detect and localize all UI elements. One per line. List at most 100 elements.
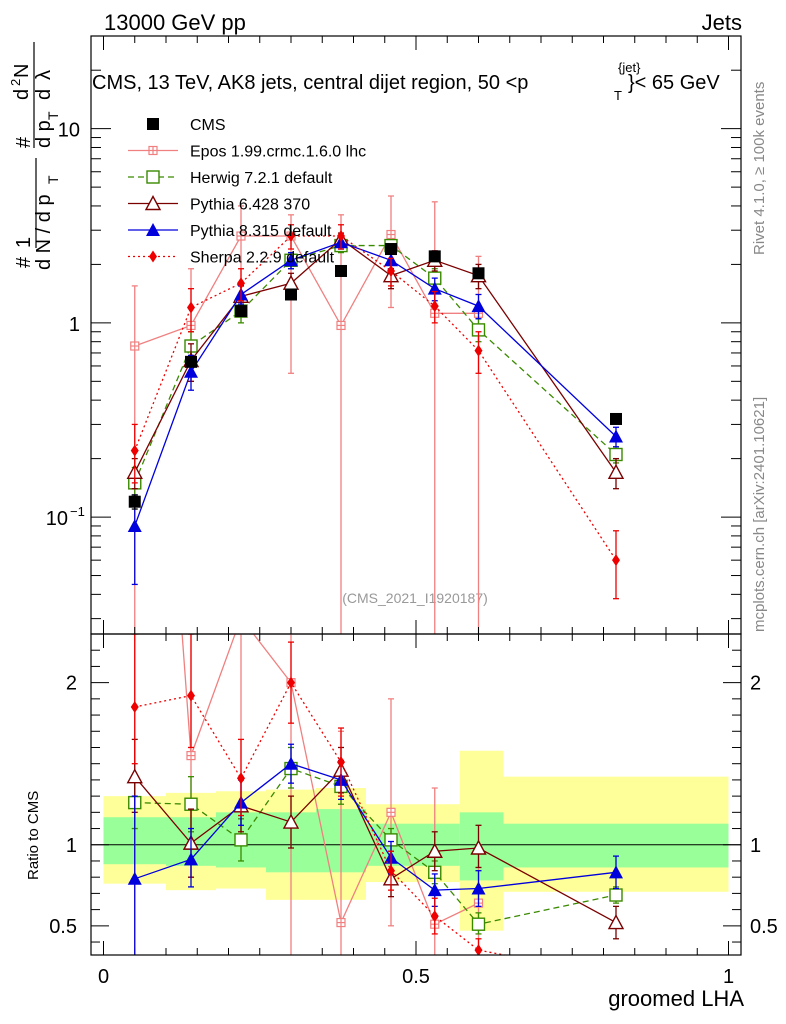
ratio-tick-label-left: 2	[66, 673, 77, 695]
legend-marker	[148, 145, 158, 156]
title-main: CMS, 13 TeV, AK8 jets, central dijet reg…	[92, 72, 528, 94]
point-cms-0	[185, 355, 197, 368]
y-tick-label: 10	[46, 508, 68, 530]
point-epos-1	[386, 229, 396, 240]
ratio-point-pythia-4	[127, 871, 142, 885]
ratio-point-pythia-4	[471, 881, 486, 895]
legend-label: Herwig 7.2.1 default	[190, 170, 333, 187]
legend-label: Pythia 8.315 default	[190, 223, 332, 240]
ratio-point-pythia-3	[282, 813, 300, 829]
point-pythia-4	[284, 253, 298, 267]
ratio-panel: 0 0.5 1 0.5 0.5 1 1 2 2	[49, 614, 778, 988]
ratio-point-pythia-4	[427, 883, 442, 897]
rivet-label: Rivet 4.1.0, ≥ 100k events	[751, 82, 768, 255]
analysis-id: (CMS_2021_I1920187)	[342, 590, 488, 606]
ratio-frame	[90, 633, 742, 956]
main-frame	[90, 35, 742, 635]
mcplots-label: mcplots.cern.ch [arXiv:2401.10621]	[751, 397, 768, 632]
series-herwig-2	[128, 238, 623, 503]
ratio-point-herwig-2	[184, 797, 198, 811]
point-sherpa-5	[237, 277, 245, 290]
point-pythia-4	[184, 364, 198, 378]
point-epos-1	[336, 320, 346, 331]
point-sherpa-5	[130, 444, 139, 457]
x-axis-label: groomed LHA	[608, 986, 744, 1011]
point-pythia-4	[127, 518, 142, 532]
ratio-line-epos-1	[181, 634, 479, 926]
title-subscript: T	[614, 88, 622, 103]
ratio-point-epos-1	[336, 917, 346, 928]
ratio-point-sherpa-5	[430, 910, 439, 923]
point-pythia-4	[471, 299, 486, 313]
series-pythia-4	[127, 235, 623, 586]
ratio-point-pythia-3	[607, 914, 625, 930]
series-sherpa-5	[130, 224, 620, 600]
svg-text:2: 2	[8, 79, 23, 86]
legend-entry-pythia-3: Pythia 6.428 370	[128, 195, 310, 214]
legend-label: CMS	[190, 117, 226, 134]
line-pythia-3	[134, 238, 617, 473]
legend-entry-sherpa-5: Sherpa 2.2.9 default	[128, 250, 335, 267]
legend-marker	[146, 170, 160, 184]
point-sherpa-5	[287, 230, 295, 243]
legend-entry-epos-1: Epos 1.99.crmc.1.6.0 lhc	[128, 144, 366, 161]
ratio-point-epos-1	[186, 750, 196, 761]
svg-text:T: T	[45, 111, 61, 120]
point-cms-0	[235, 305, 247, 318]
ratio-point-herwig-2	[234, 833, 248, 847]
point-pythia-4	[427, 281, 442, 295]
ratio-point-pythia-4	[184, 852, 198, 866]
ratio-y-label: Ratio to CMS	[25, 791, 42, 880]
ratio-tick-label-right: 0.5	[750, 916, 778, 938]
ratio-point-sherpa-5	[130, 700, 139, 713]
ratio-point-herwig-2	[471, 917, 486, 931]
series-cms-0	[128, 243, 622, 510]
ratio-tick-label-left: 0.5	[49, 916, 77, 938]
y-tick-exponent: −1	[70, 504, 85, 519]
svg-text:#: #	[13, 136, 35, 148]
svg-text:d: d	[33, 89, 55, 100]
line-sherpa-5	[134, 235, 617, 561]
ratio-tick-label-right: 1	[750, 835, 761, 857]
point-pythia-4	[609, 429, 623, 443]
series-pythia-3	[126, 230, 625, 490]
title-superscript: {jet}	[618, 60, 641, 75]
point-cms-0	[472, 267, 485, 280]
point-cms-0	[285, 288, 297, 301]
ratio-point-pythia-3	[470, 839, 487, 855]
ratio-line-herwig-2	[134, 767, 617, 925]
svg-text:1: 1	[13, 237, 35, 248]
ratio-point-sherpa-5	[612, 970, 620, 982]
legend-label: Sherpa 2.2.9 default	[190, 250, 335, 267]
ratio-point-pythia-3	[126, 768, 143, 784]
svg-text:d N / d p: d N / d p	[33, 194, 55, 270]
svg-text:T: T	[45, 175, 61, 184]
legend-marker	[149, 250, 157, 263]
point-sherpa-5	[187, 301, 195, 314]
point-sherpa-5	[474, 344, 483, 357]
svg-text:λ: λ	[33, 70, 55, 80]
legend-label: Epos 1.99.crmc.1.6.0 lhc	[190, 144, 366, 161]
point-epos-1	[236, 231, 246, 241]
point-cms-0	[335, 264, 347, 277]
title-end: }< 65 GeV	[628, 72, 720, 94]
x-tick-label: 1	[723, 966, 734, 988]
header-process: Jets	[702, 10, 742, 35]
ratio-point-epos-1	[237, 614, 245, 622]
line-pythia-4	[134, 241, 617, 527]
x-tick-label: 0.5	[402, 966, 430, 988]
legend: CMS Epos 1.99.crmc.1.6.0 lhc Herwig 7.2.1 …	[128, 117, 366, 267]
point-sherpa-5	[430, 300, 439, 313]
line-herwig-2	[134, 244, 617, 484]
y-axis-label: # 1 d N / d p T # d 2 N d p T d λ	[8, 42, 61, 270]
ratio-point-pythia-3	[426, 842, 443, 858]
legend-entry-pythia-4: Pythia 8.315 default	[128, 223, 332, 240]
point-cms-0	[128, 495, 141, 508]
plot-title: CMS, 13 TeV, AK8 jets, central dijet reg…	[92, 60, 720, 103]
ratio-point-epos-1	[386, 807, 396, 817]
ratio-point-sherpa-5	[237, 772, 245, 785]
svg-text:d: d	[11, 89, 33, 100]
ratio-point-sherpa-5	[337, 756, 345, 769]
point-sherpa-5	[612, 554, 620, 567]
